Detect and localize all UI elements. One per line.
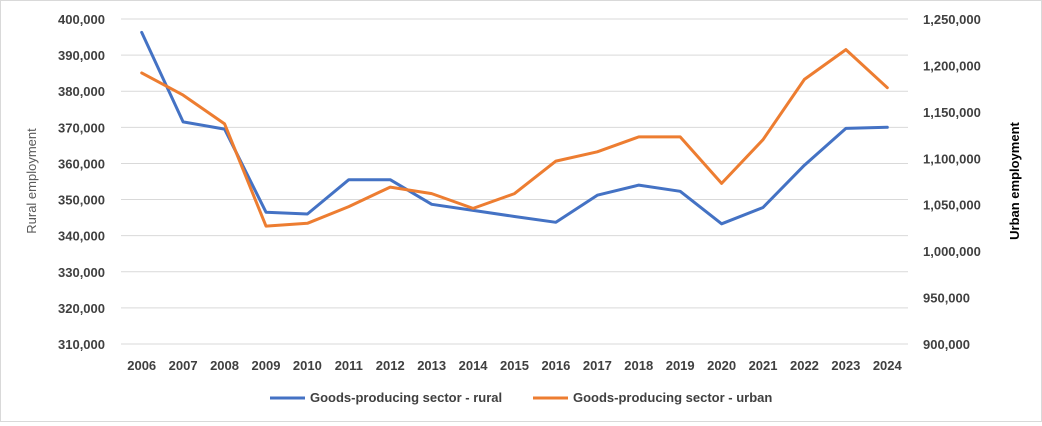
left-tick-label: 330,000 (58, 265, 105, 280)
right-tick-label: 1,050,000 (923, 198, 981, 213)
left-tick-label: 340,000 (58, 229, 105, 244)
x-tick-label: 2018 (624, 358, 653, 373)
left-tick-label: 390,000 (58, 48, 105, 63)
x-tick-label: 2008 (210, 358, 239, 373)
legend: Goods-producing sector - rural Goods-pro… (270, 390, 772, 405)
x-tick-label: 2012 (376, 358, 405, 373)
right-tick-label: 1,100,000 (923, 151, 981, 166)
left-axis-ticks: 310,000 320,000 330,000 340,000 350,000 360,0… (58, 12, 105, 352)
left-tick-label: 360,000 (58, 156, 105, 171)
x-axis-ticks: 2006 2007 2008 2009 2010 2011 2012 2013 2014 2015… (127, 358, 902, 373)
x-tick-label: 2015 (500, 358, 529, 373)
left-axis-title: Rural employment (24, 128, 39, 234)
gridlines (121, 18, 908, 345)
left-tick-label: 310,000 (58, 337, 105, 352)
series-line-urban (140, 48, 889, 228)
right-tick-label: 900,000 (923, 337, 970, 352)
legend-label-urban: Goods-producing sector - urban (573, 390, 772, 405)
left-tick-label: 400,000 (58, 12, 105, 27)
x-tick-label: 2024 (873, 358, 903, 373)
series-line-rural (140, 30, 889, 226)
left-tick-label: 380,000 (58, 84, 105, 99)
x-tick-label: 2006 (127, 358, 156, 373)
right-tick-label: 1,000,000 (923, 244, 981, 259)
left-tick-label: 320,000 (58, 301, 105, 316)
right-axis-title: Urban employment (1007, 121, 1022, 239)
x-tick-label: 2021 (749, 358, 778, 373)
series-lines (140, 30, 889, 228)
x-tick-label: 2013 (417, 358, 446, 373)
x-tick-label: 2019 (666, 358, 695, 373)
left-tick-label: 350,000 (58, 193, 105, 208)
x-tick-label: 2022 (790, 358, 819, 373)
x-tick-label: 2017 (583, 358, 612, 373)
right-tick-label: 950,000 (923, 291, 970, 306)
right-axis-ticks: 900,000 950,000 1,000,000 1,050,000 1,100,00… (923, 12, 981, 352)
x-tick-label: 2011 (335, 358, 363, 373)
x-tick-label: 2014 (459, 358, 489, 373)
right-tick-label: 1,150,000 (923, 105, 981, 120)
right-tick-label: 1,250,000 (923, 12, 981, 27)
left-tick-label: 370,000 (58, 120, 105, 135)
x-tick-label: 2023 (831, 358, 860, 373)
x-tick-label: 2007 (169, 358, 198, 373)
x-tick-label: 2009 (252, 358, 281, 373)
right-tick-label: 1,200,000 (923, 58, 981, 73)
legend-label-rural: Goods-producing sector - rural (310, 390, 502, 405)
x-tick-label: 2016 (541, 358, 570, 373)
x-tick-label: 2020 (707, 358, 736, 373)
x-tick-label: 2010 (293, 358, 322, 373)
